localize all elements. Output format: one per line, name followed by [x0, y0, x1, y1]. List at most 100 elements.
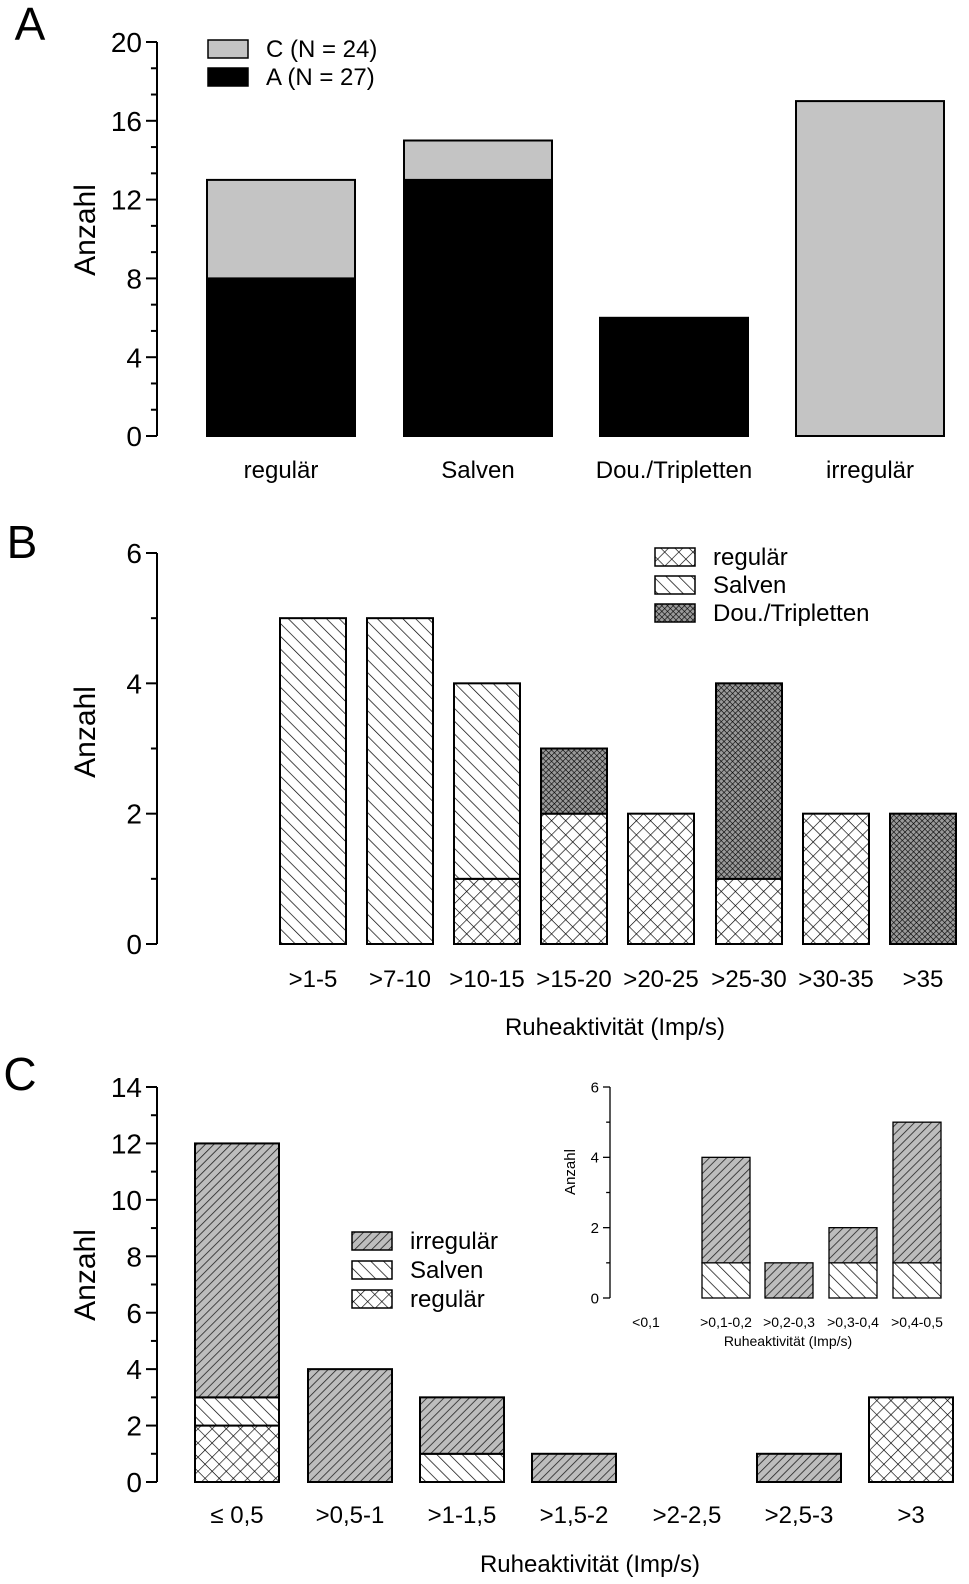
- y-tick-label: 4: [126, 1354, 142, 1385]
- y-tick-label: 6: [126, 1298, 142, 1329]
- x-tick-label: >1,5-2: [540, 1502, 609, 1529]
- y-tick-label: 2: [126, 1411, 142, 1442]
- legend-swatch: [351, 1231, 393, 1251]
- legend-swatch: [351, 1289, 393, 1309]
- bar-regulär-7: [802, 812, 870, 946]
- panel-b: B 0 2 4 6 Anzahl >1-5 >7-10 >10-15 >15-20 >20-25 >2…: [7, 516, 957, 1041]
- panel-letter: A: [15, 0, 46, 50]
- x-tick-label: <0,1: [632, 1314, 660, 1330]
- bar-a-n-27--1: [206, 277, 356, 437]
- x-tick-label: >7-10: [369, 966, 431, 993]
- x-tick-label: >30-35: [798, 966, 873, 993]
- bar-irregulär-3: [419, 1396, 505, 1455]
- y-tick-label: 0: [126, 421, 142, 452]
- x-tick-label: >0,1-0,2: [700, 1314, 752, 1330]
- legend-label: Salven: [410, 1257, 483, 1284]
- x-axis-label: Ruheaktivität (Imp/s): [505, 1014, 725, 1041]
- x-tick-label: >1-1,5: [428, 1502, 497, 1529]
- x-tick-label: >15-20: [536, 966, 611, 993]
- bar-a-n-27--2: [403, 178, 553, 437]
- bar-regulär-3: [453, 877, 521, 945]
- bar-regulär-6: [715, 877, 783, 945]
- panel-c-inset: 0 2 4 6 Anzahl <0,1 >0,1-0,2 >0,2-0,3 >0,3-0,4 >0…: [562, 1079, 943, 1349]
- y-axis-label: Anzahl: [69, 686, 102, 778]
- bar-salven-4: [828, 1262, 878, 1299]
- bar-salven-5: [892, 1262, 942, 1299]
- x-tick-label: >0,5-1: [316, 1502, 385, 1529]
- bar-irregulär-4: [531, 1452, 617, 1484]
- bar-regulär-1: [194, 1424, 280, 1483]
- panel-c: C 0 2 4 6 8 10 12 14 Anzahl ≤ 0,5 >0,5-1 >1-1,5 >1,5-…: [3, 1048, 954, 1578]
- bar-salven-3: [419, 1452, 505, 1484]
- legend-swatch: [207, 67, 249, 87]
- x-tick-label: >20-25: [623, 966, 698, 993]
- x-tick-label: >0,3-0,4: [827, 1314, 879, 1330]
- bar-dou-tripletten-4: [540, 747, 608, 815]
- x-tick-label: Salven: [441, 457, 514, 484]
- x-tick-label: >3: [897, 1502, 924, 1529]
- bar-irregulär-5: [892, 1121, 942, 1264]
- bar-salven-1: [194, 1396, 280, 1427]
- legend-label: regulär: [713, 544, 788, 571]
- bar-c-n-24--2: [403, 139, 553, 181]
- legend-label: irregulär: [410, 1228, 498, 1255]
- x-tick-label: regulär: [244, 457, 319, 484]
- panel-a: A 0 4 8 12 16 20 Anzahl regulär Salven Dou./Triple…: [15, 0, 945, 484]
- x-tick-label: >2-2,5: [653, 1502, 722, 1529]
- y-tick-label: 10: [111, 1185, 142, 1216]
- legend-swatch: [351, 1260, 393, 1280]
- y-axis-label: Anzahl: [69, 184, 102, 276]
- panel-letter: B: [7, 516, 38, 568]
- y-axis-label: Anzahl: [562, 1149, 579, 1195]
- legend: C (N = 24)A (N = 27): [207, 36, 377, 91]
- x-tick-label: >25-30: [711, 966, 786, 993]
- y-tick-label: 0: [126, 1467, 142, 1498]
- y-tick-label: 12: [111, 185, 142, 216]
- x-tick-label: ≤ 0,5: [210, 1502, 263, 1529]
- y-tick-label: 2: [126, 799, 142, 830]
- legend-label: Salven: [713, 572, 786, 599]
- x-tick-label: >10-15: [449, 966, 524, 993]
- panel-letter: C: [3, 1048, 36, 1100]
- bar-salven-2: [366, 617, 434, 946]
- y-tick-label: 4: [591, 1150, 599, 1167]
- x-axis-label: Ruheaktivität (Imp/s): [480, 1551, 700, 1578]
- bar-irregulär-4: [828, 1227, 878, 1264]
- y-tick-label: 14: [111, 1072, 142, 1103]
- bar-regulär-7: [868, 1396, 954, 1484]
- y-tick-label: 6: [126, 538, 142, 569]
- bar-a-n-27--3: [599, 316, 749, 437]
- bar-dou-tripletten-8: [889, 812, 957, 946]
- y-tick-label: 12: [111, 1129, 142, 1160]
- y-tick-label: 4: [126, 342, 142, 373]
- bar-irregulär-2: [701, 1156, 751, 1264]
- y-tick-label: 2: [591, 1220, 599, 1237]
- bar-dou-tripletten-6: [715, 682, 783, 880]
- y-tick-label: 0: [126, 929, 142, 960]
- bar-regulär-5: [627, 812, 695, 946]
- x-tick-label: >35: [903, 966, 944, 993]
- x-tick-label: >1-5: [289, 966, 338, 993]
- bar-irregulär-3: [764, 1262, 814, 1299]
- bar-salven-1: [279, 617, 347, 946]
- y-tick-label: 0: [591, 1290, 599, 1307]
- bar-irregulär-1: [194, 1142, 280, 1399]
- bar-regulär-4: [540, 812, 608, 946]
- y-axis-label: Anzahl: [69, 1229, 102, 1321]
- y-tick-label: 6: [591, 1079, 599, 1096]
- y-tick-label: 8: [126, 1241, 142, 1272]
- bar-irregulär-2: [307, 1368, 393, 1483]
- y-tick-label: 4: [126, 668, 142, 699]
- x-tick-label: >2,5-3: [765, 1502, 834, 1529]
- x-tick-label: irregulär: [826, 457, 914, 484]
- x-tick-label: Dou./Tripletten: [596, 457, 753, 484]
- legend-swatch: [654, 547, 696, 567]
- y-tick-label: 16: [111, 106, 142, 137]
- bar-c-n-24--1: [206, 178, 356, 280]
- bar-c-n-24--4: [795, 100, 945, 437]
- legend-swatch: [654, 575, 696, 595]
- y-tick-label: 8: [126, 263, 142, 294]
